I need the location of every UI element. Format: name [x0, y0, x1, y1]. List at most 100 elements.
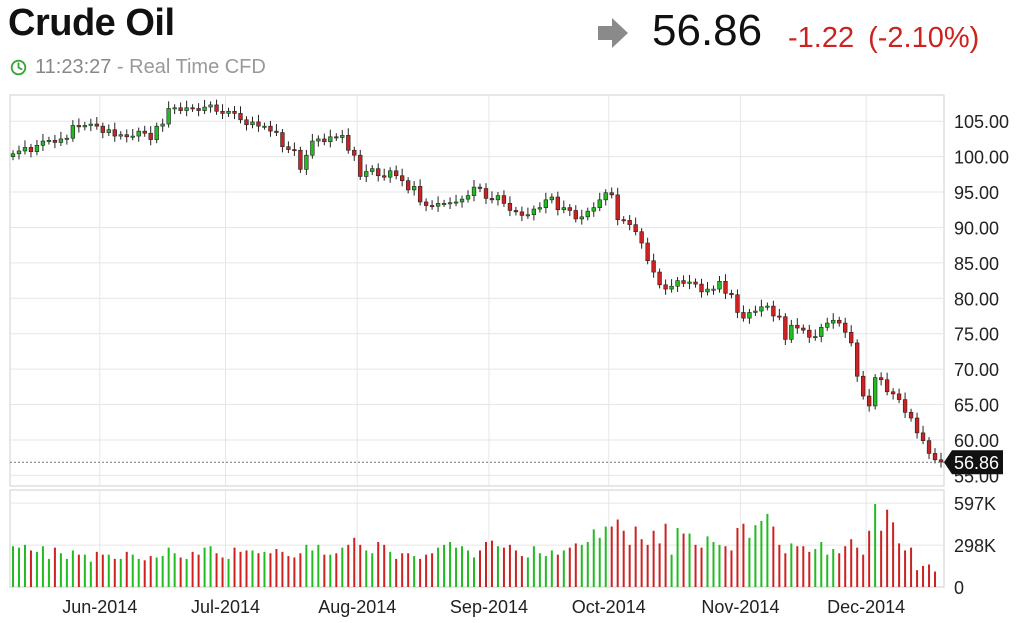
volume-bar	[592, 529, 595, 587]
candle-body	[711, 288, 716, 291]
candle-body	[663, 284, 668, 290]
candlesticks	[10, 99, 944, 468]
candle-body	[435, 203, 441, 207]
candle-body	[76, 125, 82, 128]
volume-bar	[778, 544, 781, 587]
change-value: -1.22	[788, 22, 855, 54]
candle-body	[202, 106, 207, 111]
volume-bar	[928, 564, 931, 587]
candle-body	[765, 305, 770, 308]
candle-body	[28, 147, 34, 152]
candle-body	[579, 216, 584, 220]
candle-body	[142, 130, 147, 134]
volume-bar	[562, 550, 565, 587]
candle-body	[160, 123, 165, 127]
candle-body	[861, 375, 866, 397]
candle-body	[411, 186, 417, 191]
volume-bar	[670, 554, 673, 587]
volume-bar	[934, 571, 937, 587]
volume-bar	[401, 553, 404, 587]
candle-body	[70, 125, 76, 139]
quote-source: Real Time CFD	[129, 56, 266, 78]
candle-body	[920, 432, 926, 441]
candle-body	[938, 459, 944, 463]
chart-axes: 105.00 100.00 95.00 90.00 85.00 80.00 75.00 70.…	[10, 112, 1009, 617]
candle-body	[507, 203, 513, 211]
volume-bar	[760, 520, 763, 587]
candle-body	[130, 135, 135, 138]
candle-body	[382, 175, 387, 178]
instrument-title: Crude Oil	[8, 2, 175, 44]
candle-body	[16, 150, 22, 155]
candle-body	[394, 170, 399, 177]
candle-body	[459, 198, 465, 203]
price-tick-label: 85.00	[954, 254, 999, 274]
candle-body	[591, 207, 596, 212]
candle-body	[423, 201, 429, 206]
candle-body	[46, 140, 52, 142]
volume-bar	[622, 530, 625, 587]
candle-body	[890, 391, 896, 395]
candle-body	[878, 377, 884, 381]
candle-body	[825, 322, 830, 328]
volume-bar	[467, 550, 470, 587]
candle-body	[370, 168, 375, 172]
volume-bar	[95, 551, 98, 587]
candle-body	[220, 110, 225, 114]
volume-bar	[41, 546, 44, 587]
candle-body	[148, 132, 153, 140]
candle-body	[783, 316, 788, 340]
candle-body	[214, 104, 219, 112]
volume-bar	[880, 530, 883, 587]
volume-bar	[125, 551, 128, 587]
volume-bar	[305, 544, 308, 587]
candle-body	[717, 280, 722, 290]
candle-body	[795, 324, 800, 329]
volume-bar	[113, 558, 116, 587]
candle-body	[190, 107, 195, 110]
candle-body	[453, 201, 459, 204]
volume-bar	[389, 551, 392, 587]
volume-bar	[568, 547, 571, 587]
candle-body	[837, 319, 842, 324]
volume-bar	[580, 544, 583, 587]
candle-body	[705, 288, 710, 293]
candle-body	[627, 220, 632, 225]
volume-bar	[502, 547, 505, 587]
chart-grid	[9, 94, 945, 588]
volume-bar	[431, 553, 434, 587]
volume-bar	[197, 554, 200, 587]
volume-bar	[892, 522, 895, 587]
volume-bar	[419, 558, 422, 587]
candle-body	[777, 315, 782, 318]
volume-bar	[359, 544, 362, 587]
candle-body	[400, 175, 405, 182]
candle-body	[573, 210, 578, 220]
volume-bar	[53, 547, 56, 587]
candle-body	[352, 149, 357, 156]
candle-body	[896, 393, 902, 400]
volume-bar	[700, 547, 703, 587]
candle-body	[256, 121, 261, 127]
volume-bar	[17, 547, 20, 587]
candle-body	[831, 319, 836, 324]
candle-body	[645, 242, 650, 262]
volume-bar	[694, 544, 697, 587]
volume-bar	[682, 533, 685, 587]
volume-bar	[634, 526, 637, 587]
volume-bar	[335, 553, 338, 587]
clock-icon	[10, 59, 27, 76]
candle-body	[633, 224, 638, 233]
volume-bar	[832, 549, 835, 587]
candle-body	[244, 119, 249, 126]
volume-bar	[23, 544, 26, 587]
volume-bar	[526, 557, 529, 587]
change-percent: (-2.10%)	[868, 22, 980, 54]
price-tick-label: 80.00	[954, 289, 999, 309]
candle-body	[531, 208, 537, 216]
candle-body	[441, 203, 447, 205]
volume-bar	[544, 556, 547, 587]
volume-bar	[89, 561, 92, 587]
volume-bar	[437, 547, 440, 587]
